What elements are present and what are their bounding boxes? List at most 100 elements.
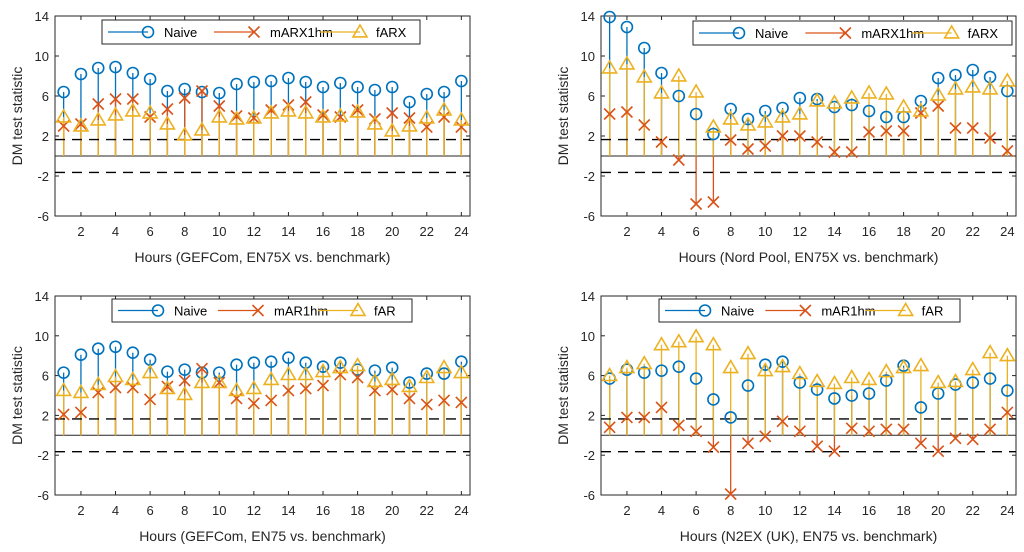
data-point-far [72, 383, 90, 399]
x-tick-label: 24 [454, 224, 468, 239]
data-point-naive [707, 393, 720, 406]
data-point-farx [895, 98, 913, 113]
data-point-naive [637, 366, 651, 379]
y-tick-label: 10 [581, 49, 595, 64]
data-point-marx1hm [690, 197, 703, 211]
data-point-naive [862, 104, 876, 118]
data-point-farx [877, 85, 895, 100]
data-point-mar1hm [437, 394, 451, 407]
data-point-farx [228, 110, 245, 125]
legend-item-farx: fARX [911, 24, 998, 41]
markers-far [601, 328, 1016, 390]
data-point-naive [758, 358, 772, 371]
x-tick-label: 10 [212, 503, 226, 518]
data-point-marx1hm [109, 92, 122, 106]
data-point-naive [299, 75, 313, 89]
data-point-marx1hm [437, 110, 451, 124]
data-point-marx1hm [880, 124, 893, 138]
data-point-marx1hm [247, 111, 260, 125]
data-point-farx [808, 92, 826, 107]
data-point-far [280, 366, 297, 381]
x-tick-label: 20 [385, 224, 399, 239]
data-point-far [452, 364, 470, 379]
x-tick-label: 2 [623, 503, 630, 518]
x-tick-label: 14 [281, 503, 295, 518]
data-point-marx1hm [351, 103, 364, 117]
data-point-naive [247, 356, 261, 369]
legend-label: mAR1hm [274, 304, 328, 319]
data-point-far [860, 371, 878, 386]
data-point-mar1hm [455, 396, 468, 409]
plot-area-frame [600, 295, 1017, 496]
data-point-farx [670, 67, 688, 82]
data-point-naive [212, 366, 226, 379]
data-point-mar1hm [603, 421, 616, 434]
data-point-naive [455, 74, 468, 88]
data-point-mar1hm [620, 411, 634, 424]
x-axis-label: Hours (N2EX (UK), EN75 vs. benchmark) [680, 528, 938, 544]
data-point-mar1hm [966, 433, 979, 446]
y-tick-label: -2 [583, 169, 595, 184]
y-axis-label: DM test statistic [9, 67, 25, 166]
y-tick-label: 6 [42, 369, 49, 384]
legend-item-naive: Naive [665, 304, 754, 319]
data-point-mar1hm [109, 381, 122, 394]
data-point-marx1hm [213, 99, 226, 113]
data-point-naive [741, 112, 755, 126]
data-point-marx1hm [195, 84, 209, 98]
data-point-far [843, 369, 861, 384]
x-tick-label: 16 [862, 503, 876, 518]
y-tick-label: -6 [37, 209, 49, 224]
data-point-naive [178, 82, 191, 96]
data-point-mar1hm [741, 437, 755, 450]
data-point-mar1hm [178, 374, 191, 387]
data-point-marx1hm [828, 145, 841, 159]
data-point-naive [914, 94, 928, 108]
x-tick-label: 20 [385, 503, 399, 518]
legend: Naive mAR1hm fAR [658, 298, 961, 323]
data-point-farx [349, 103, 367, 118]
markers-farx [55, 101, 470, 141]
data-point-farx [72, 117, 90, 132]
x-tick-label: 20 [931, 503, 945, 518]
data-point-naive [828, 100, 841, 114]
legend-label: fAR [374, 304, 396, 319]
data-point-naive [966, 63, 980, 77]
x-tick-label: 12 [793, 503, 807, 518]
legend-marker-x [251, 304, 265, 317]
data-point-farx [704, 118, 722, 133]
legend-label: fARX [376, 25, 407, 40]
data-point-naive [334, 356, 347, 369]
data-point-far [912, 357, 930, 372]
markers-farx [601, 55, 1016, 133]
data-point-marx1hm [741, 142, 755, 156]
data-point-far [349, 357, 367, 372]
legend-marker-circle [732, 26, 746, 40]
data-point-naive [420, 87, 434, 101]
data-point-naive [724, 102, 737, 116]
x-tick-label: 6 [146, 224, 153, 239]
markers-marx1hm [603, 99, 1014, 211]
data-point-naive [109, 60, 122, 74]
data-point-farx [774, 108, 791, 123]
data-point-far [670, 333, 688, 348]
data-point-far [262, 371, 280, 386]
markers-mar1hm [603, 401, 1014, 501]
data-point-naive [126, 66, 140, 80]
legend-item-naive: Naive [108, 25, 197, 40]
legend-box [101, 19, 421, 45]
data-point-naive [1001, 384, 1014, 397]
data-point-naive [178, 363, 191, 376]
legend-item-farx: fARX [320, 23, 407, 40]
x-tick-label: 12 [793, 224, 807, 239]
plot-area-frame [54, 15, 471, 217]
data-point-naive [143, 72, 157, 86]
data-point-farx [89, 111, 107, 126]
data-point-mar1hm [932, 445, 945, 458]
data-point-farx [826, 94, 843, 109]
x-tick-label: 14 [281, 224, 295, 239]
x-tick-label: 6 [692, 224, 699, 239]
data-point-marx1hm [126, 92, 139, 106]
data-point-naive [880, 374, 893, 387]
